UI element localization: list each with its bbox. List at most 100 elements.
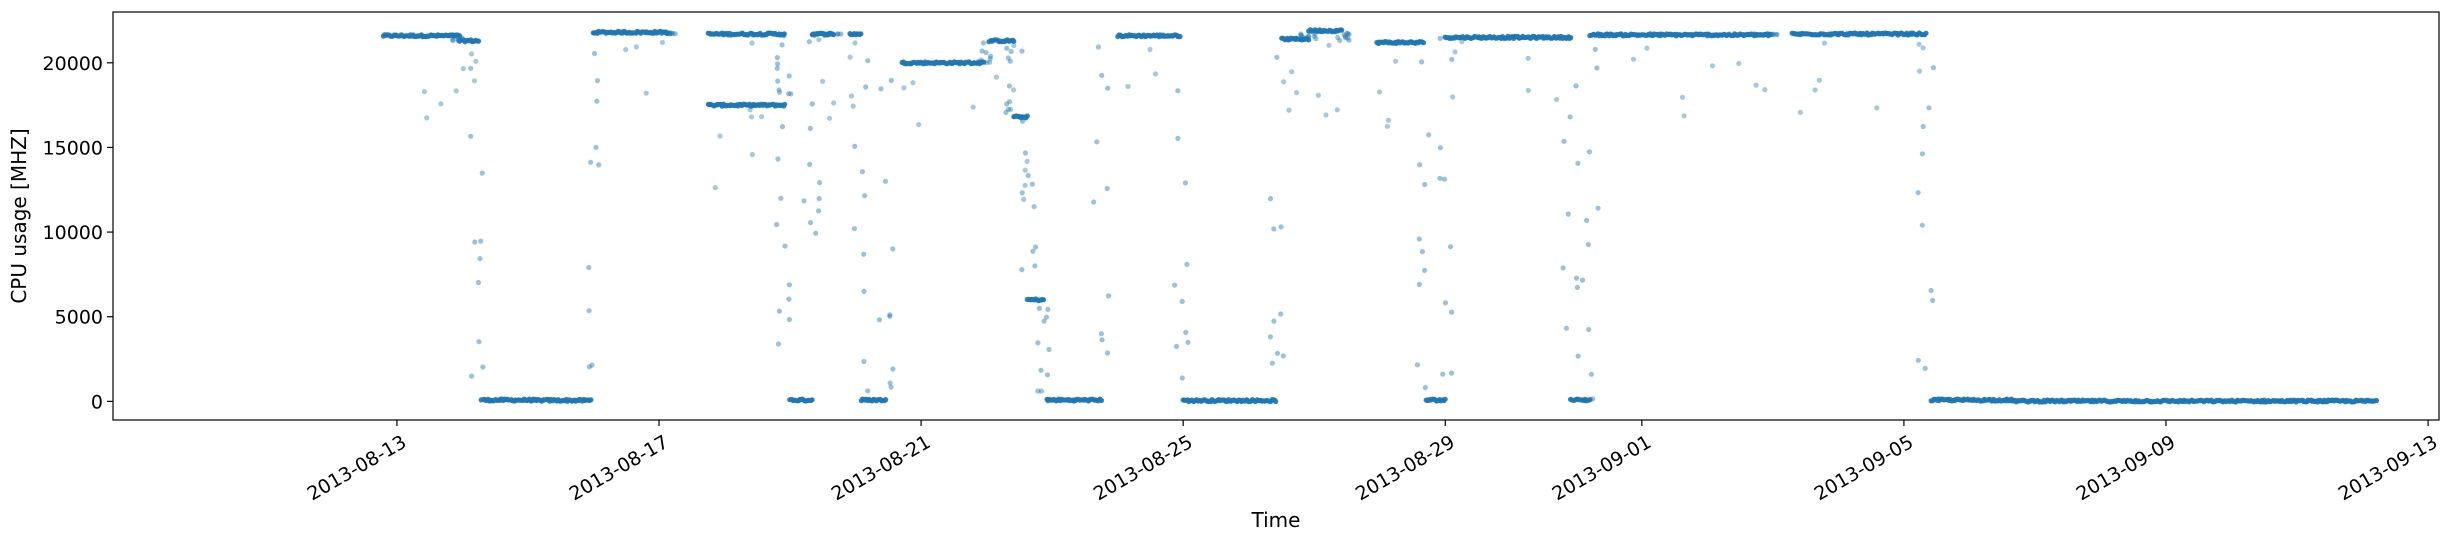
data-point (588, 159, 594, 165)
data-point (1422, 385, 1428, 391)
data-point (1417, 162, 1423, 168)
data-point (878, 86, 884, 92)
data-point (859, 169, 866, 175)
data-point (666, 30, 672, 36)
data-point (480, 364, 486, 370)
x-axis: 2013-08-13 2013-08-17 2013-08-21 2013-08-25… (304, 420, 2441, 505)
data-point (1007, 99, 1013, 105)
data-point (1584, 217, 1590, 223)
data-point (1045, 306, 1051, 312)
data-point (865, 388, 871, 394)
data-point (916, 122, 922, 128)
x-tick-label: 2013-09-01 (1548, 431, 1655, 505)
data-point (1147, 46, 1153, 53)
data-point (1420, 40, 1427, 46)
data-point (1922, 365, 1928, 371)
data-point (779, 42, 785, 48)
data-point (593, 144, 599, 150)
data-point (664, 30, 670, 36)
data-point (1286, 107, 1292, 113)
data-point (1774, 31, 1780, 38)
data-point (596, 162, 602, 168)
data-point (809, 101, 815, 107)
data-point (1005, 106, 1012, 112)
data-point (1561, 138, 1567, 144)
data-point (1816, 77, 1822, 83)
data-point (1035, 388, 1041, 394)
data-point (865, 58, 871, 64)
data-point (835, 31, 841, 37)
data-point (1450, 94, 1456, 100)
data-point (1920, 123, 1926, 130)
data-point (1185, 339, 1191, 345)
data-point (1182, 180, 1188, 186)
data-point (1036, 305, 1042, 311)
data-point (1449, 370, 1455, 376)
data-point (1289, 69, 1295, 75)
data-point (816, 196, 822, 202)
data-point (1760, 31, 1766, 38)
data-point (1008, 48, 1014, 55)
data-point (455, 35, 461, 41)
data-point (830, 31, 836, 37)
data-point (1568, 35, 1574, 41)
data-point (1038, 388, 1044, 394)
data-point (776, 308, 783, 314)
data-point (1177, 33, 1183, 40)
data-point (861, 358, 867, 365)
data-point (781, 33, 787, 39)
data-point (987, 56, 993, 62)
data-point (1422, 181, 1428, 188)
data-point (835, 31, 841, 37)
data-point (1003, 109, 1009, 115)
data-point (453, 88, 459, 94)
data-point (980, 40, 987, 46)
data-point (1099, 72, 1105, 78)
data-point (1281, 79, 1287, 85)
data-point (1022, 182, 1028, 188)
data-point (809, 397, 815, 403)
data-point (2011, 398, 2017, 404)
data-point (670, 30, 676, 37)
data-point (1267, 196, 1274, 202)
data-point (775, 78, 781, 84)
data-point (667, 31, 673, 37)
data-point (858, 31, 864, 37)
data-point (586, 264, 592, 271)
data-point (1590, 396, 1596, 402)
data-point (664, 30, 670, 36)
data-point (1306, 33, 1312, 40)
data-point (1179, 298, 1185, 304)
data-point (1854, 31, 1860, 37)
data-point (813, 230, 819, 236)
data-point (1341, 32, 1347, 38)
data-point (883, 397, 889, 403)
data-point (449, 33, 455, 39)
data-point (1011, 87, 1017, 93)
data-point (1853, 31, 1859, 37)
data-point (421, 89, 427, 95)
data-point (1919, 222, 1925, 228)
data-point (2018, 397, 2024, 404)
data-point (747, 107, 753, 113)
data-point (1767, 31, 1773, 37)
data-point (531, 397, 537, 403)
data-point (1851, 31, 1857, 37)
data-point (1024, 158, 1030, 164)
data-point (1863, 31, 1869, 37)
data-point (776, 87, 782, 93)
data-point (667, 31, 673, 37)
data-point (983, 60, 990, 66)
data-point (882, 178, 889, 184)
data-point (1592, 46, 1598, 53)
data-point (831, 100, 837, 106)
data-point (1575, 353, 1581, 359)
data-point (476, 339, 482, 345)
data-point (522, 397, 528, 403)
data-point (1928, 287, 1934, 294)
data-point (1271, 318, 1277, 324)
data-point (526, 397, 533, 403)
data-point (779, 124, 786, 130)
data-point (667, 30, 673, 36)
